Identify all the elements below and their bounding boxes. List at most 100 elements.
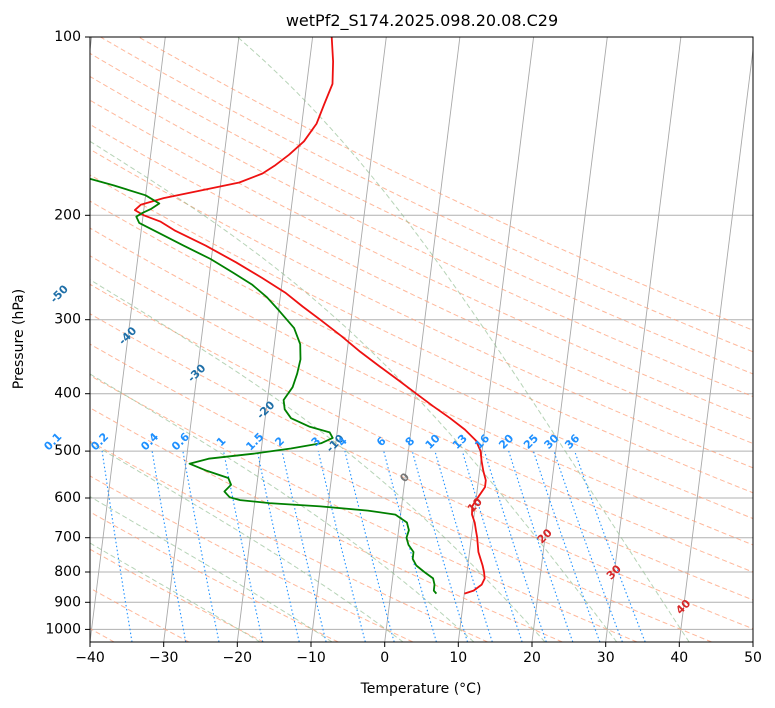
dry-adiabat-line bbox=[90, 475, 414, 642]
dry-adiabat-line bbox=[90, 374, 638, 642]
mixing-ratio-line bbox=[434, 450, 493, 642]
x-tick-label: 0 bbox=[380, 650, 389, 666]
dry-adiabat-line bbox=[90, 587, 190, 642]
chart-title: wetPf2_S174.2025.098.20.08.C29 bbox=[286, 11, 558, 31]
moist-adiabat-line bbox=[90, 441, 404, 642]
line-labels: -100-90-80-70-60-50-40-30-20-10010203040… bbox=[0, 239, 694, 617]
mixing-ratio-line bbox=[256, 450, 300, 642]
x-tick-label: −10 bbox=[296, 650, 326, 666]
mixing-ratio-line bbox=[508, 450, 574, 642]
mixing-ratio-label: 16 bbox=[472, 431, 492, 451]
mixing-ratio-line bbox=[55, 451, 82, 642]
y-tick-label: 1000 bbox=[45, 621, 81, 637]
y-tick-label: 800 bbox=[54, 564, 81, 580]
y-tick-label: 700 bbox=[54, 530, 81, 546]
isotherm-label: -40 bbox=[116, 324, 139, 347]
dry-adiabat-line bbox=[90, 52, 753, 375]
isotherm-line bbox=[752, 638, 753, 642]
isotherm-label: -30 bbox=[185, 361, 208, 384]
x-tick-label: 40 bbox=[670, 650, 688, 666]
mixing-ratio-label: 30 bbox=[542, 431, 562, 451]
mixing-ratio-line bbox=[223, 451, 264, 642]
isotherm-line bbox=[236, 37, 314, 642]
x-tick-label: −20 bbox=[223, 650, 253, 666]
dry-adiabat-line bbox=[90, 227, 753, 546]
mixing-ratio-line bbox=[182, 451, 220, 642]
isotherm-line bbox=[531, 37, 608, 642]
background-lines bbox=[55, 37, 753, 642]
mixing-ratio-line bbox=[317, 450, 366, 642]
x-tick-label: −40 bbox=[75, 650, 105, 666]
y-tick-label: 500 bbox=[54, 443, 81, 459]
dry-adiabat-line bbox=[90, 343, 712, 642]
y-tick-label: 900 bbox=[54, 594, 81, 610]
x-tick-label: 30 bbox=[597, 650, 615, 666]
dry-adiabat-line bbox=[100, 37, 753, 353]
dry-adiabat-line bbox=[90, 174, 753, 494]
dry-adiabat-line bbox=[138, 37, 753, 331]
mixing-ratio-line bbox=[411, 450, 469, 642]
isotherm-line bbox=[457, 37, 535, 642]
x-tick-label: 10 bbox=[449, 650, 467, 666]
x-tick-label: 20 bbox=[523, 650, 541, 666]
y-tick-label: 300 bbox=[54, 312, 81, 328]
mixing-ratio-label: 0.4 bbox=[138, 430, 161, 453]
mixing-ratio-label: 36 bbox=[562, 431, 582, 451]
x-tick-label: 50 bbox=[744, 650, 762, 666]
mixing-ratio-line bbox=[574, 450, 646, 642]
moist-adiabat-line bbox=[237, 37, 690, 642]
y-tick-label: 200 bbox=[54, 207, 81, 223]
mixing-ratio-label: 0.2 bbox=[88, 430, 111, 453]
dry-adiabat-line bbox=[90, 123, 753, 445]
mixing-ratio-line bbox=[461, 450, 523, 642]
mixing-ratio-label: 3 bbox=[309, 434, 324, 449]
moist-adiabat-line bbox=[90, 542, 261, 642]
isotherm-line bbox=[90, 37, 93, 54]
y-tick-label: 400 bbox=[54, 386, 81, 402]
mixing-ratio-label: 2 bbox=[272, 434, 287, 449]
dry-adiabat-line bbox=[90, 313, 753, 630]
mixing-ratio-label: 20 bbox=[496, 431, 516, 451]
isotherm-line bbox=[605, 37, 682, 642]
isotherm-line bbox=[384, 37, 461, 642]
isotherm-line bbox=[90, 37, 166, 642]
dry-adiabat-line bbox=[90, 407, 563, 642]
mixing-ratio-label: 10 bbox=[423, 431, 443, 451]
mixing-ratio-line bbox=[383, 450, 437, 642]
x-tick-label: −30 bbox=[149, 650, 179, 666]
moist-adiabat-line bbox=[90, 496, 333, 642]
isotherm-line bbox=[163, 37, 240, 642]
dewpoint-line bbox=[90, 177, 438, 595]
dry-adiabat-line bbox=[90, 283, 753, 601]
series-lines bbox=[90, 37, 487, 595]
moist-adiabat-line bbox=[90, 279, 546, 642]
dry-adiabat-label: 40 bbox=[673, 597, 693, 617]
moist-adiabat-line bbox=[90, 373, 475, 642]
mixing-ratio-line bbox=[553, 450, 623, 642]
mixing-ratio-label: 13 bbox=[450, 432, 470, 452]
isotherm-label: -20 bbox=[254, 398, 277, 421]
dry-adiabat-line bbox=[90, 511, 339, 642]
dry-adiabat-line bbox=[90, 440, 488, 642]
isotherm-label: 0 bbox=[397, 470, 412, 485]
y-tick-label: 600 bbox=[54, 490, 81, 506]
isotherm-line bbox=[678, 46, 753, 642]
mixing-ratio-line bbox=[281, 450, 327, 642]
dry-adiabat-line bbox=[90, 99, 753, 421]
y-tick-label: 100 bbox=[54, 29, 81, 45]
mixing-ratio-line bbox=[344, 450, 395, 642]
mixing-ratio-label: 6 bbox=[374, 434, 389, 449]
mixing-ratio-line bbox=[151, 451, 187, 642]
mixing-ratio-line bbox=[532, 450, 601, 642]
isotherm-label: -60 bbox=[0, 239, 3, 262]
mixing-ratio-label: 1 bbox=[214, 434, 229, 449]
axis-ticks: −40 −30 −20 −10 0 10 20 30 40 5010020030040050060… bbox=[45, 29, 762, 666]
dry-adiabat-label: 20 bbox=[535, 526, 555, 546]
mixing-ratio-label: 8 bbox=[403, 434, 418, 449]
mixing-ratio-line bbox=[483, 450, 547, 642]
temperature-line bbox=[134, 37, 487, 595]
dry-adiabat-label: 30 bbox=[604, 562, 624, 582]
x-axis-title: Temperature (°C) bbox=[360, 681, 482, 697]
isotherm-label: -50 bbox=[48, 282, 71, 305]
